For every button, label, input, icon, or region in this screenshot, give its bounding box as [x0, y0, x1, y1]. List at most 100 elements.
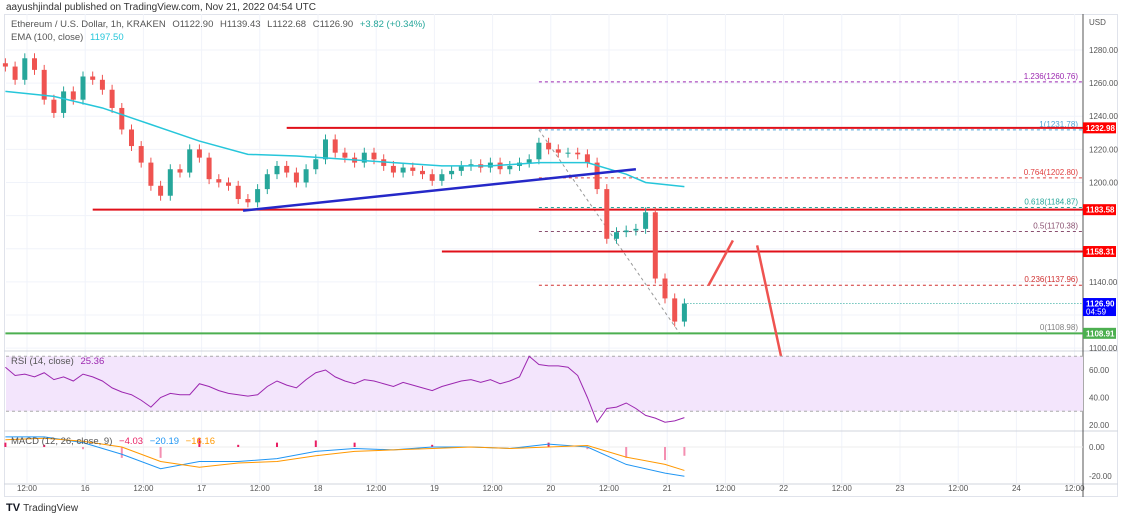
- y-tick-label: 1260.00: [1089, 79, 1118, 88]
- candle-body: [526, 159, 532, 163]
- x-tick-label: 12:00: [250, 484, 271, 493]
- candle: [458, 160, 464, 176]
- candle: [546, 137, 552, 155]
- price-label-text: 1158.31: [1086, 248, 1115, 257]
- candle: [196, 144, 202, 163]
- candle: [177, 164, 183, 178]
- tradingview-logo-icon: TV: [6, 502, 21, 514]
- candle: [652, 207, 658, 284]
- candle-body: [614, 232, 619, 239]
- candle-body: [90, 76, 96, 80]
- candle-body: [129, 129, 134, 147]
- x-tick-label: 12:00: [715, 484, 736, 493]
- candle: [167, 164, 173, 201]
- candle-body: [361, 152, 367, 163]
- candle-body: [623, 230, 629, 233]
- macd-hist-value: −4.03: [119, 436, 144, 447]
- candle: [604, 184, 610, 244]
- macd-signal-value: −16.16: [185, 436, 215, 447]
- macd-histogram-bar: [314, 440, 317, 447]
- candle: [264, 169, 270, 195]
- candle: [41, 64, 47, 105]
- candle-body: [41, 69, 47, 100]
- rsi-value: 25.36: [80, 356, 105, 367]
- macd-histogram-bar: [4, 442, 7, 447]
- rsi-tick-label: 20.00: [1089, 421, 1110, 430]
- candle-body: [429, 174, 435, 181]
- ohlc-low: L1122.68: [267, 19, 307, 30]
- price-label-box: [1083, 122, 1116, 134]
- price-label-text: 1108.91: [1086, 329, 1115, 338]
- ohlc-high: H1139.43: [220, 19, 261, 30]
- x-tick-label: 24: [1012, 484, 1021, 493]
- candle-body: [119, 107, 125, 130]
- ohlc-open: O1122.90: [172, 19, 214, 30]
- candle: [449, 165, 455, 180]
- macd-histogram-bar: [120, 447, 123, 458]
- candle: [614, 227, 619, 244]
- candle-body: [604, 189, 610, 239]
- candle-body: [303, 169, 309, 183]
- candle-body: [565, 152, 571, 154]
- candle-body: [138, 146, 144, 163]
- candle: [672, 293, 678, 327]
- ohlc-close: C1126.90: [312, 19, 354, 30]
- candle: [119, 102, 125, 135]
- macd-signal-line: [5, 437, 685, 471]
- projection-arrow: [755, 245, 783, 359]
- candle-body: [80, 76, 86, 100]
- candle-body: [575, 152, 581, 155]
- y-tick-label: 1100.00: [1089, 344, 1118, 353]
- rsi-band: [6, 356, 1083, 412]
- macd-line: [5, 436, 685, 477]
- projection-arrow: [707, 239, 734, 286]
- fib-level-label: 0.5(1170.38): [1033, 222, 1078, 231]
- macd-label: MACD (12, 26, close, 9): [11, 436, 113, 447]
- y-tick-label: 1140.00: [1089, 278, 1118, 287]
- candle: [226, 177, 231, 191]
- candle: [206, 152, 212, 185]
- symbol-name: Ethereum / U.S. Dollar, 1h, KRAKEN: [11, 19, 166, 30]
- candle-body: [177, 169, 183, 173]
- fib-diagonal: [538, 129, 680, 334]
- x-tick-label: 21: [663, 484, 672, 493]
- candle-body: [187, 149, 193, 173]
- candle-body: [332, 139, 338, 153]
- price-label-box: [1083, 246, 1116, 258]
- macd-histogram-bar: [198, 438, 201, 447]
- candle-body: [61, 91, 67, 113]
- candle: [361, 147, 367, 168]
- macd-histogram-bar: [43, 444, 46, 447]
- x-tick-label: 23: [896, 484, 905, 493]
- macd-histogram-bar: [159, 447, 162, 458]
- candle: [420, 165, 425, 180]
- x-tick-label: 18: [314, 484, 323, 493]
- fib-level-label: 1(1231.78): [1039, 120, 1078, 129]
- price-label-box: [1083, 298, 1116, 317]
- candle: [138, 141, 144, 168]
- fib-level-label: 0.764(1202.80): [1024, 168, 1079, 177]
- candle-body: [264, 174, 270, 190]
- candle-body: [584, 154, 590, 163]
- candle-body: [235, 185, 241, 200]
- fib-level-label: 0(1108.98): [1040, 323, 1078, 332]
- candle: [2, 58, 8, 72]
- macd-histogram-bar: [683, 447, 686, 456]
- macd-histogram-bar: [664, 447, 666, 461]
- rsi-legend: RSI (14, close) 25.36: [11, 356, 108, 367]
- candle-body: [99, 79, 105, 90]
- candle: [235, 180, 241, 205]
- candle: [410, 162, 416, 176]
- price-label: 1232.98: [1083, 122, 1116, 134]
- candle-body: [206, 157, 212, 180]
- price-label-text: 1232.98: [1086, 124, 1115, 133]
- y-tick-label: 1200.00: [1089, 178, 1118, 187]
- x-tick-label: 16: [81, 484, 90, 493]
- price-label-text: 1126.90: [1086, 300, 1115, 309]
- x-tick-label: 20: [546, 484, 555, 493]
- tradingview-logo[interactable]: TV TradingView: [6, 502, 78, 514]
- candle-body: [633, 228, 639, 231]
- fib-level-label: 1.236(1260.76): [1024, 72, 1079, 81]
- candle-body: [449, 170, 455, 175]
